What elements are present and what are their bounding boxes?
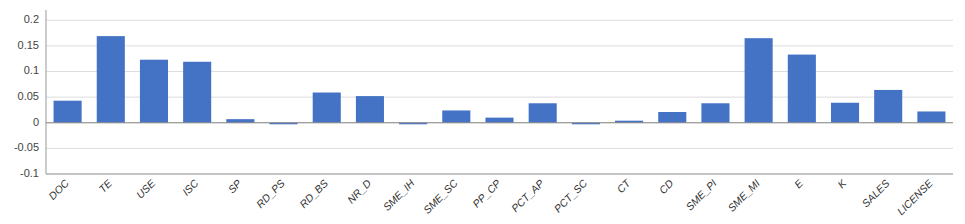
- x-tick-label: NR_D: [345, 177, 374, 206]
- bar: [788, 55, 816, 123]
- x-tick-label: SME_IH: [380, 177, 416, 213]
- x-tick-label: CT: [614, 176, 634, 196]
- x-tick-label: USE: [134, 176, 158, 200]
- x-tick-label: PCT_AP: [509, 177, 546, 214]
- bar: [54, 101, 82, 123]
- bar: [917, 111, 945, 122]
- x-tick-label: SP: [225, 177, 243, 195]
- bar: [226, 119, 254, 123]
- grid-line: [46, 20, 953, 21]
- x-axis-line: [46, 174, 953, 175]
- x-axis: DOC TE USE ISC SP RD_PS RD_BS NR_DSME_IHSME_SC P…: [46, 176, 936, 217]
- bar: [97, 36, 125, 123]
- grid-line: [46, 122, 953, 123]
- x-tick-label: TE: [96, 176, 115, 195]
- bars: [54, 36, 946, 124]
- y-tick-label: 0.15: [18, 39, 39, 51]
- x-tick-label: CD: [656, 177, 676, 197]
- x-tick-label: PP_CP: [470, 177, 503, 210]
- grid-line: [46, 71, 953, 72]
- x-tick-label: PCT_SC: [551, 177, 589, 215]
- x-tick-label: SME_PI: [683, 177, 719, 213]
- bar: [356, 96, 384, 123]
- y-tick-label: 0.05: [18, 90, 39, 102]
- x-tick-label: LICENSE: [895, 176, 936, 217]
- y-tick-label: 0.1: [24, 64, 39, 76]
- y-tick-label: -0.1: [20, 167, 39, 179]
- y-axis-line: [46, 10, 47, 174]
- x-tick-label: RD_BS: [297, 177, 330, 210]
- bar: [831, 103, 859, 123]
- chart: -0.1 -0.05 0 0.05 0.1 0.15 0.2 DOC TE USE ISC SP RD_…: [0, 0, 965, 224]
- grid-line: [46, 174, 953, 175]
- x-tick-label: ISC: [180, 177, 201, 198]
- y-axis: -0.1 -0.05 0 0.05 0.1 0.15 0.2: [14, 10, 46, 179]
- bar: [313, 93, 341, 123]
- bar: [442, 110, 470, 122]
- grid-line: [46, 148, 953, 149]
- y-tick-label: -0.05: [14, 141, 39, 153]
- grid-line: [46, 45, 953, 46]
- y-tick-label: 0.2: [24, 13, 39, 25]
- y-tick-label: 0: [33, 116, 39, 128]
- x-tick-label: RD_PS: [254, 177, 287, 210]
- x-tick-label: SME_MI: [725, 177, 762, 214]
- x-tick-label: E: [792, 176, 806, 190]
- bar: [485, 118, 513, 123]
- bar: [874, 90, 902, 123]
- x-tick-label: SME_SC: [421, 177, 460, 216]
- x-tick-label: SALES: [859, 177, 891, 209]
- grid-line: [46, 97, 953, 98]
- bar: [529, 103, 557, 122]
- zero-line: [46, 122, 953, 123]
- bar: [701, 103, 729, 122]
- bar: [745, 38, 773, 123]
- bar: [658, 112, 686, 123]
- bar: [140, 60, 168, 123]
- x-tick-label: K: [835, 176, 849, 190]
- bar: [183, 62, 211, 123]
- chart-container: -0.1 -0.05 0 0.05 0.1 0.15 0.2 DOC TE USE ISC SP RD_…: [0, 0, 965, 224]
- x-tick-label: DOC: [46, 177, 71, 202]
- grid: [46, 20, 953, 174]
